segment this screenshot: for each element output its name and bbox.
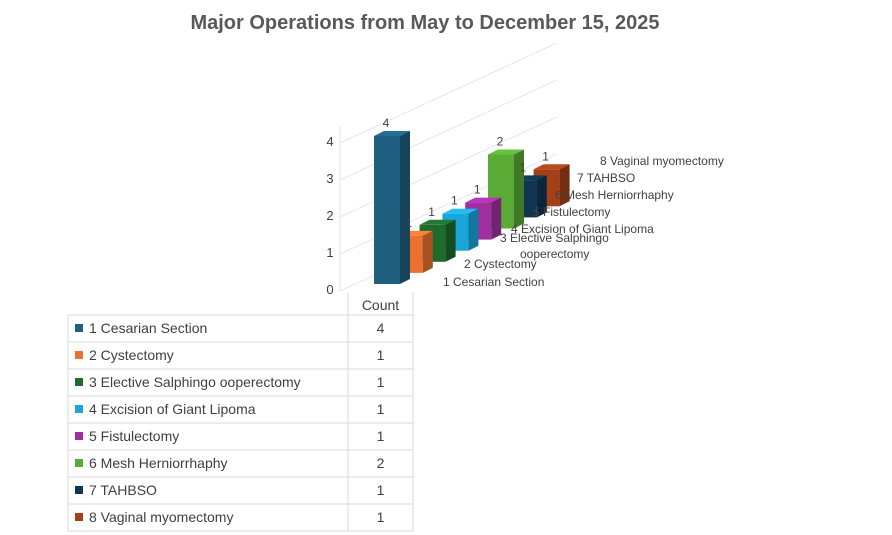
data-label: 1 (519, 160, 526, 174)
chart-title: Major Operations from May to December 15… (190, 12, 659, 34)
legend-key (75, 432, 83, 440)
y-tick-label: 3 (326, 171, 333, 186)
bar-side (514, 149, 524, 229)
legend-key (75, 378, 83, 386)
bar-side (422, 230, 433, 273)
data-label: 1 (405, 216, 412, 230)
category-label: 3 Elective Salphingo (500, 231, 609, 245)
legend-key (75, 324, 83, 332)
y-tick-label: 1 (326, 245, 333, 260)
category-label: 8 Vaginal myomectomy (600, 154, 724, 168)
table-value: 1 (377, 374, 385, 390)
table-value: 1 (377, 401, 385, 417)
category-label: 1 Cesarian Section (443, 275, 544, 289)
bar (374, 131, 410, 284)
legend-key (75, 486, 83, 494)
data-table: Count 1 Cesarian Section 4 2 Cystectomy 1 3 E… (67, 292, 414, 532)
data-label: 1 (474, 183, 481, 197)
gridline (339, 42, 557, 144)
table-category: 3 Elective Salphingo ooperectomy (89, 374, 301, 390)
category-label: 6 Mesh Herniorrhaphy (555, 188, 674, 202)
legend-key (75, 459, 83, 467)
bars (374, 131, 570, 284)
bar-top (488, 149, 524, 155)
y-tick-label: 4 (326, 134, 333, 149)
legend-key (75, 351, 83, 359)
legend-key (75, 405, 83, 413)
table-category: 2 Cystectomy (89, 347, 174, 363)
table-value: 1 (377, 428, 385, 444)
bar-side (445, 219, 456, 262)
category-label: 4 Excision of Giant Lipoma (511, 222, 654, 236)
table-value: 1 (377, 482, 385, 498)
y-tick-label: 2 (326, 208, 333, 223)
data-label: 4 (383, 116, 390, 130)
category-label: 2 Cystectomy (464, 257, 537, 271)
category-label: ooperectomy (520, 247, 589, 261)
table-value: 1 (377, 347, 385, 363)
y-tick-label: 0 (326, 282, 333, 297)
table-category: 5 Fistulectomy (89, 428, 179, 444)
bar-side (536, 175, 547, 218)
data-label: 1 (451, 194, 458, 208)
bar-top (442, 208, 479, 214)
legend-key (75, 513, 83, 521)
category-axis-labels: 1 Cesarian Section 2 Cystectomy 3 Elective… (443, 154, 724, 289)
table-category: 8 Vaginal myomectomy (89, 509, 233, 525)
bar-top (374, 131, 410, 136)
bar-top (533, 164, 570, 170)
table-category: 4 Excision of Giant Lipoma (89, 401, 256, 417)
bar-side (491, 197, 502, 240)
category-label: 5 Fistulectomy (533, 205, 610, 219)
data-label: 2 (497, 135, 504, 149)
data-label: 1 (428, 205, 435, 219)
y-axis-ticks: 0 1 2 3 4 (326, 134, 333, 297)
bar-side (468, 208, 479, 251)
table-value: 4 (377, 320, 385, 336)
bar-front (374, 136, 400, 284)
data-label: 1 (542, 149, 549, 163)
table-category: 1 Cesarian Section (89, 320, 207, 336)
bar-side (559, 164, 570, 207)
table-category: 7 TAHBSO (89, 482, 157, 498)
table-value: 1 (377, 509, 385, 525)
bar-top (419, 219, 456, 225)
table-value: 2 (377, 455, 385, 471)
table-header: Count (362, 297, 399, 313)
bar-side (400, 131, 410, 284)
bar-top (465, 197, 502, 203)
data-labels: 1 1 2 1 1 1 1 4 (383, 116, 550, 230)
category-label: 7 TAHBSO (577, 171, 635, 185)
table-category: 6 Mesh Herniorrhaphy (89, 455, 228, 471)
